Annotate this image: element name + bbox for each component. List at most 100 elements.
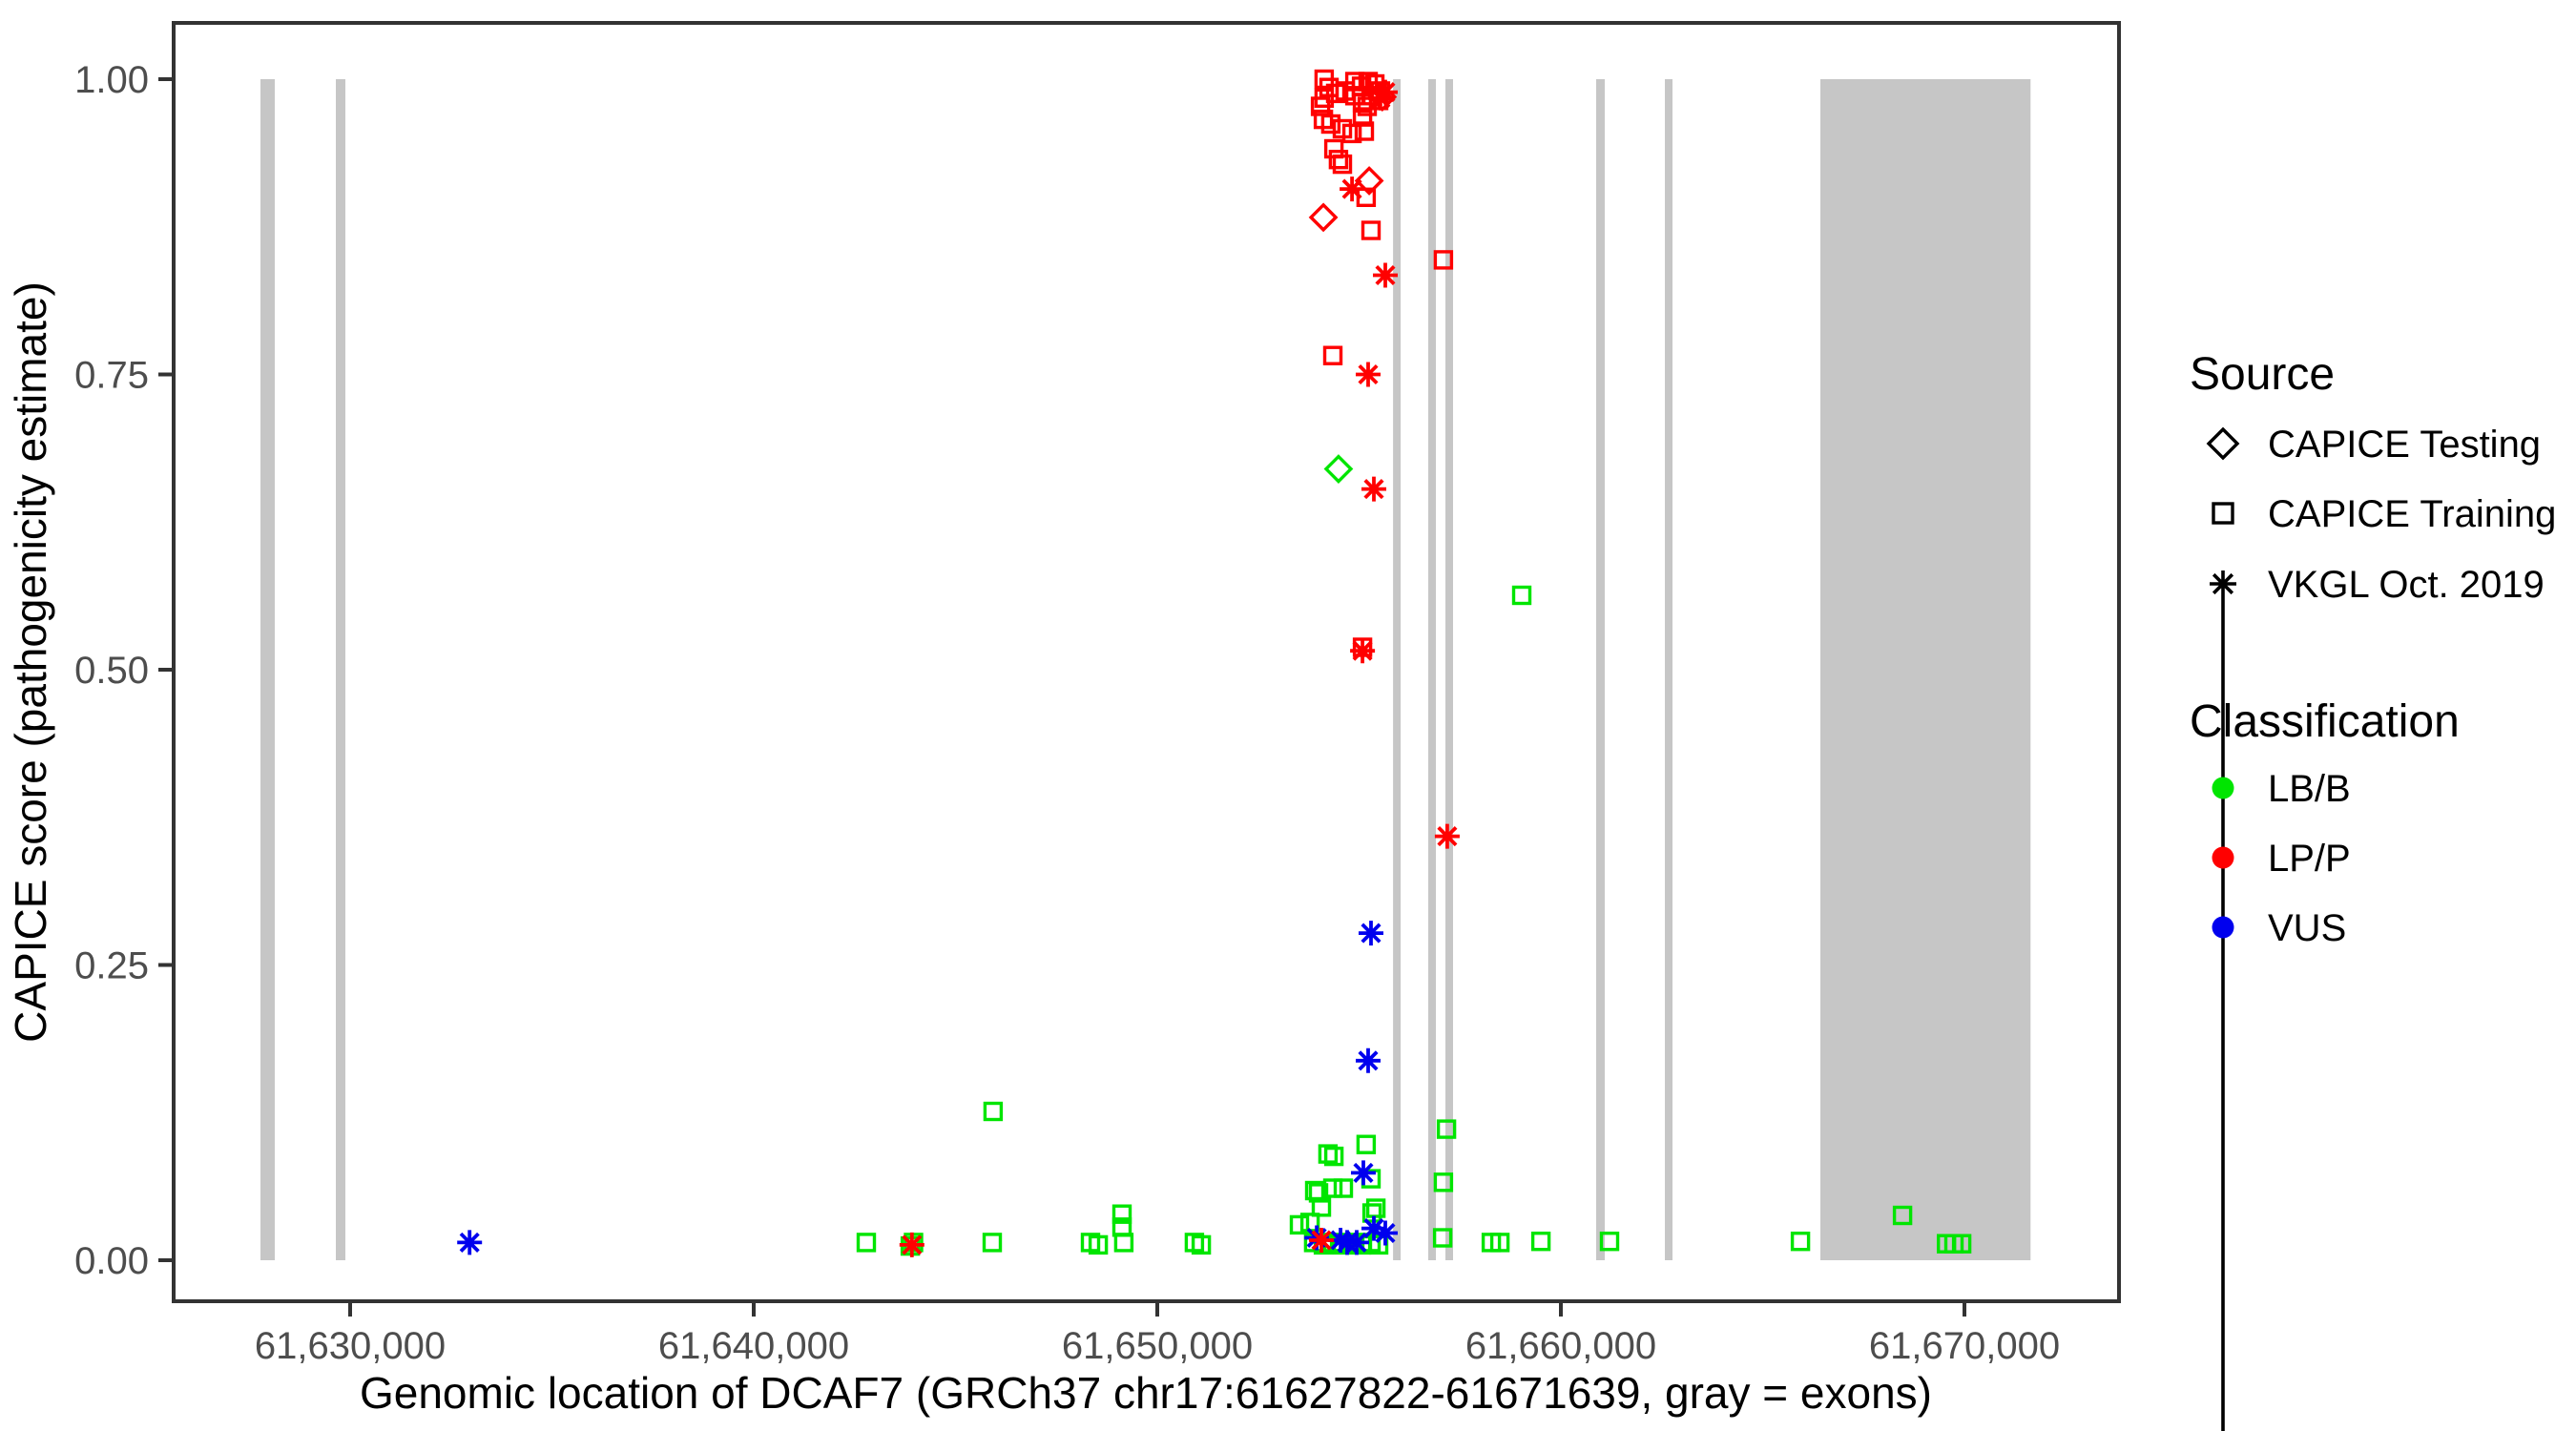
data-point-square: [1191, 1234, 1212, 1255]
data-point-square: [1320, 114, 1341, 135]
data-point-diamond: [1308, 202, 1339, 233]
y-tick-label: 0.25: [74, 945, 149, 987]
data-point-diamond: [1354, 166, 1384, 196]
data-point-asterisk: [457, 1230, 483, 1255]
diamond-icon: [2206, 426, 2240, 461]
data-point-square: [1432, 1228, 1453, 1248]
x-tick-label: 61,670,000: [1869, 1325, 2060, 1367]
legend-item-capice-testing: CAPICE Testing: [2206, 424, 2541, 466]
data-point-square: [1599, 1231, 1620, 1252]
x-tick-label: 61,640,000: [658, 1325, 849, 1367]
data-point-square: [983, 1101, 1004, 1122]
data-point-square: [1790, 1231, 1811, 1252]
data-point-asterisk: [1356, 1047, 1381, 1073]
legend-item-label: VUS: [2268, 907, 2346, 949]
legend-item-lpp: LP/P: [2212, 838, 2351, 880]
y-tick-label: 0.50: [74, 650, 149, 692]
x-axis-title: Genomic location of DCAF7 (GRCh37 chr17:…: [360, 1368, 1932, 1418]
data-point-square: [1951, 1234, 1972, 1254]
data-point-square: [1322, 345, 1343, 365]
y-tick-label: 1.00: [74, 59, 149, 101]
legend-item-label: VKGL Oct. 2019: [2268, 564, 2545, 606]
data-point-square: [1311, 1197, 1332, 1217]
asterisk-icon: [2210, 570, 2236, 1431]
square-icon: [2212, 502, 2234, 525]
legend-item-vus: VUS: [2212, 907, 2346, 949]
data-point-square: [1333, 1178, 1354, 1198]
data-point-square: [1433, 1172, 1454, 1192]
legend-classification: Classification LB/B LP/P VUS: [2190, 696, 2460, 949]
exon-bar: [336, 79, 345, 1260]
legend-item-label: LB/B: [2268, 768, 2351, 810]
data-point-square: [1088, 1234, 1109, 1255]
data-point-square: [1328, 149, 1349, 170]
exon-bar: [1665, 79, 1672, 1260]
data-point-asterisk: [1373, 79, 1398, 105]
data-point-asterisk: [1340, 176, 1365, 202]
dot-icon: [2212, 846, 2234, 869]
data-point-square: [1530, 1231, 1551, 1252]
data-point-square: [856, 1233, 877, 1253]
data-point-square: [1113, 1233, 1134, 1253]
legend-item-label: LP/P: [2268, 838, 2351, 880]
data-point-square: [1111, 1204, 1132, 1224]
data-point-asterisk: [1309, 1228, 1334, 1253]
data-point-square: [1352, 107, 1373, 127]
legend-classification-title: Classification: [2190, 696, 2460, 747]
data-point-square: [1310, 96, 1331, 116]
y-axis: 0.00 0.25 0.50 0.75 1.00: [74, 59, 174, 1282]
exon-bar: [1445, 79, 1453, 1260]
y-tick-label: 0.00: [74, 1240, 149, 1282]
data-point-asterisk: [1335, 1230, 1360, 1255]
data-point-square: [1344, 86, 1365, 106]
data-point-square: [982, 1233, 1003, 1253]
exon-bars-layer: [260, 79, 2031, 1260]
data-point-asterisk: [1350, 638, 1376, 664]
data-point-square: [1365, 1198, 1386, 1218]
data-point-diamond: [1323, 454, 1354, 484]
data-point-asterisk: [1351, 1160, 1376, 1186]
data-point-square: [1289, 1214, 1310, 1235]
dot-icon: [2212, 916, 2234, 939]
data-point-square: [1323, 1146, 1344, 1167]
data-point-square: [1361, 220, 1381, 240]
exon-bar: [1393, 79, 1402, 1260]
exon-bar: [1596, 79, 1605, 1260]
data-point-square: [1341, 123, 1362, 144]
data-point-square: [1332, 154, 1353, 175]
data-point-asterisk: [1359, 921, 1383, 946]
legend-item-lbb: LB/B: [2212, 768, 2351, 810]
exon-bar: [1820, 79, 2031, 1260]
exon-bar: [260, 79, 275, 1260]
dot-icon: [2212, 777, 2234, 799]
x-tick-label: 61,630,000: [255, 1325, 446, 1367]
data-point-square: [1356, 1134, 1377, 1154]
data-point-square: [1489, 1233, 1510, 1253]
data-point-square: [1318, 1144, 1339, 1164]
legend-source: Source CAPICE Testing CAPICE Training VK…: [2190, 349, 2556, 1431]
data-point-square: [1354, 121, 1375, 141]
data-point-square: [1433, 250, 1454, 270]
data-point-square: [1892, 1205, 1913, 1226]
data-point-asterisk: [1361, 1215, 1386, 1241]
data-point-square: [1357, 96, 1378, 116]
x-tick-label: 61,660,000: [1465, 1325, 1656, 1367]
panel-border: [172, 21, 2121, 1303]
data-point-asterisk: [1328, 1228, 1354, 1253]
x-tick-label: 61,650,000: [1062, 1325, 1253, 1367]
data-point-square: [1322, 1178, 1343, 1198]
legend-source-title: Source: [2190, 349, 2335, 400]
data-point-asterisk: [1356, 362, 1381, 387]
legend-item-vkgl: VKGL Oct. 2019: [2210, 564, 2545, 1431]
y-tick-label: 0.75: [74, 355, 149, 397]
data-point-asterisk: [1361, 476, 1386, 502]
data-point-square: [1511, 585, 1532, 606]
data-point-asterisk: [899, 1232, 924, 1257]
data-point-asterisk: [1434, 823, 1460, 849]
data-point-square: [1308, 1183, 1329, 1203]
data-point-square: [1436, 1119, 1457, 1139]
data-point-asterisk: [1373, 262, 1398, 288]
legend-item-label: CAPICE Testing: [2268, 424, 2541, 466]
